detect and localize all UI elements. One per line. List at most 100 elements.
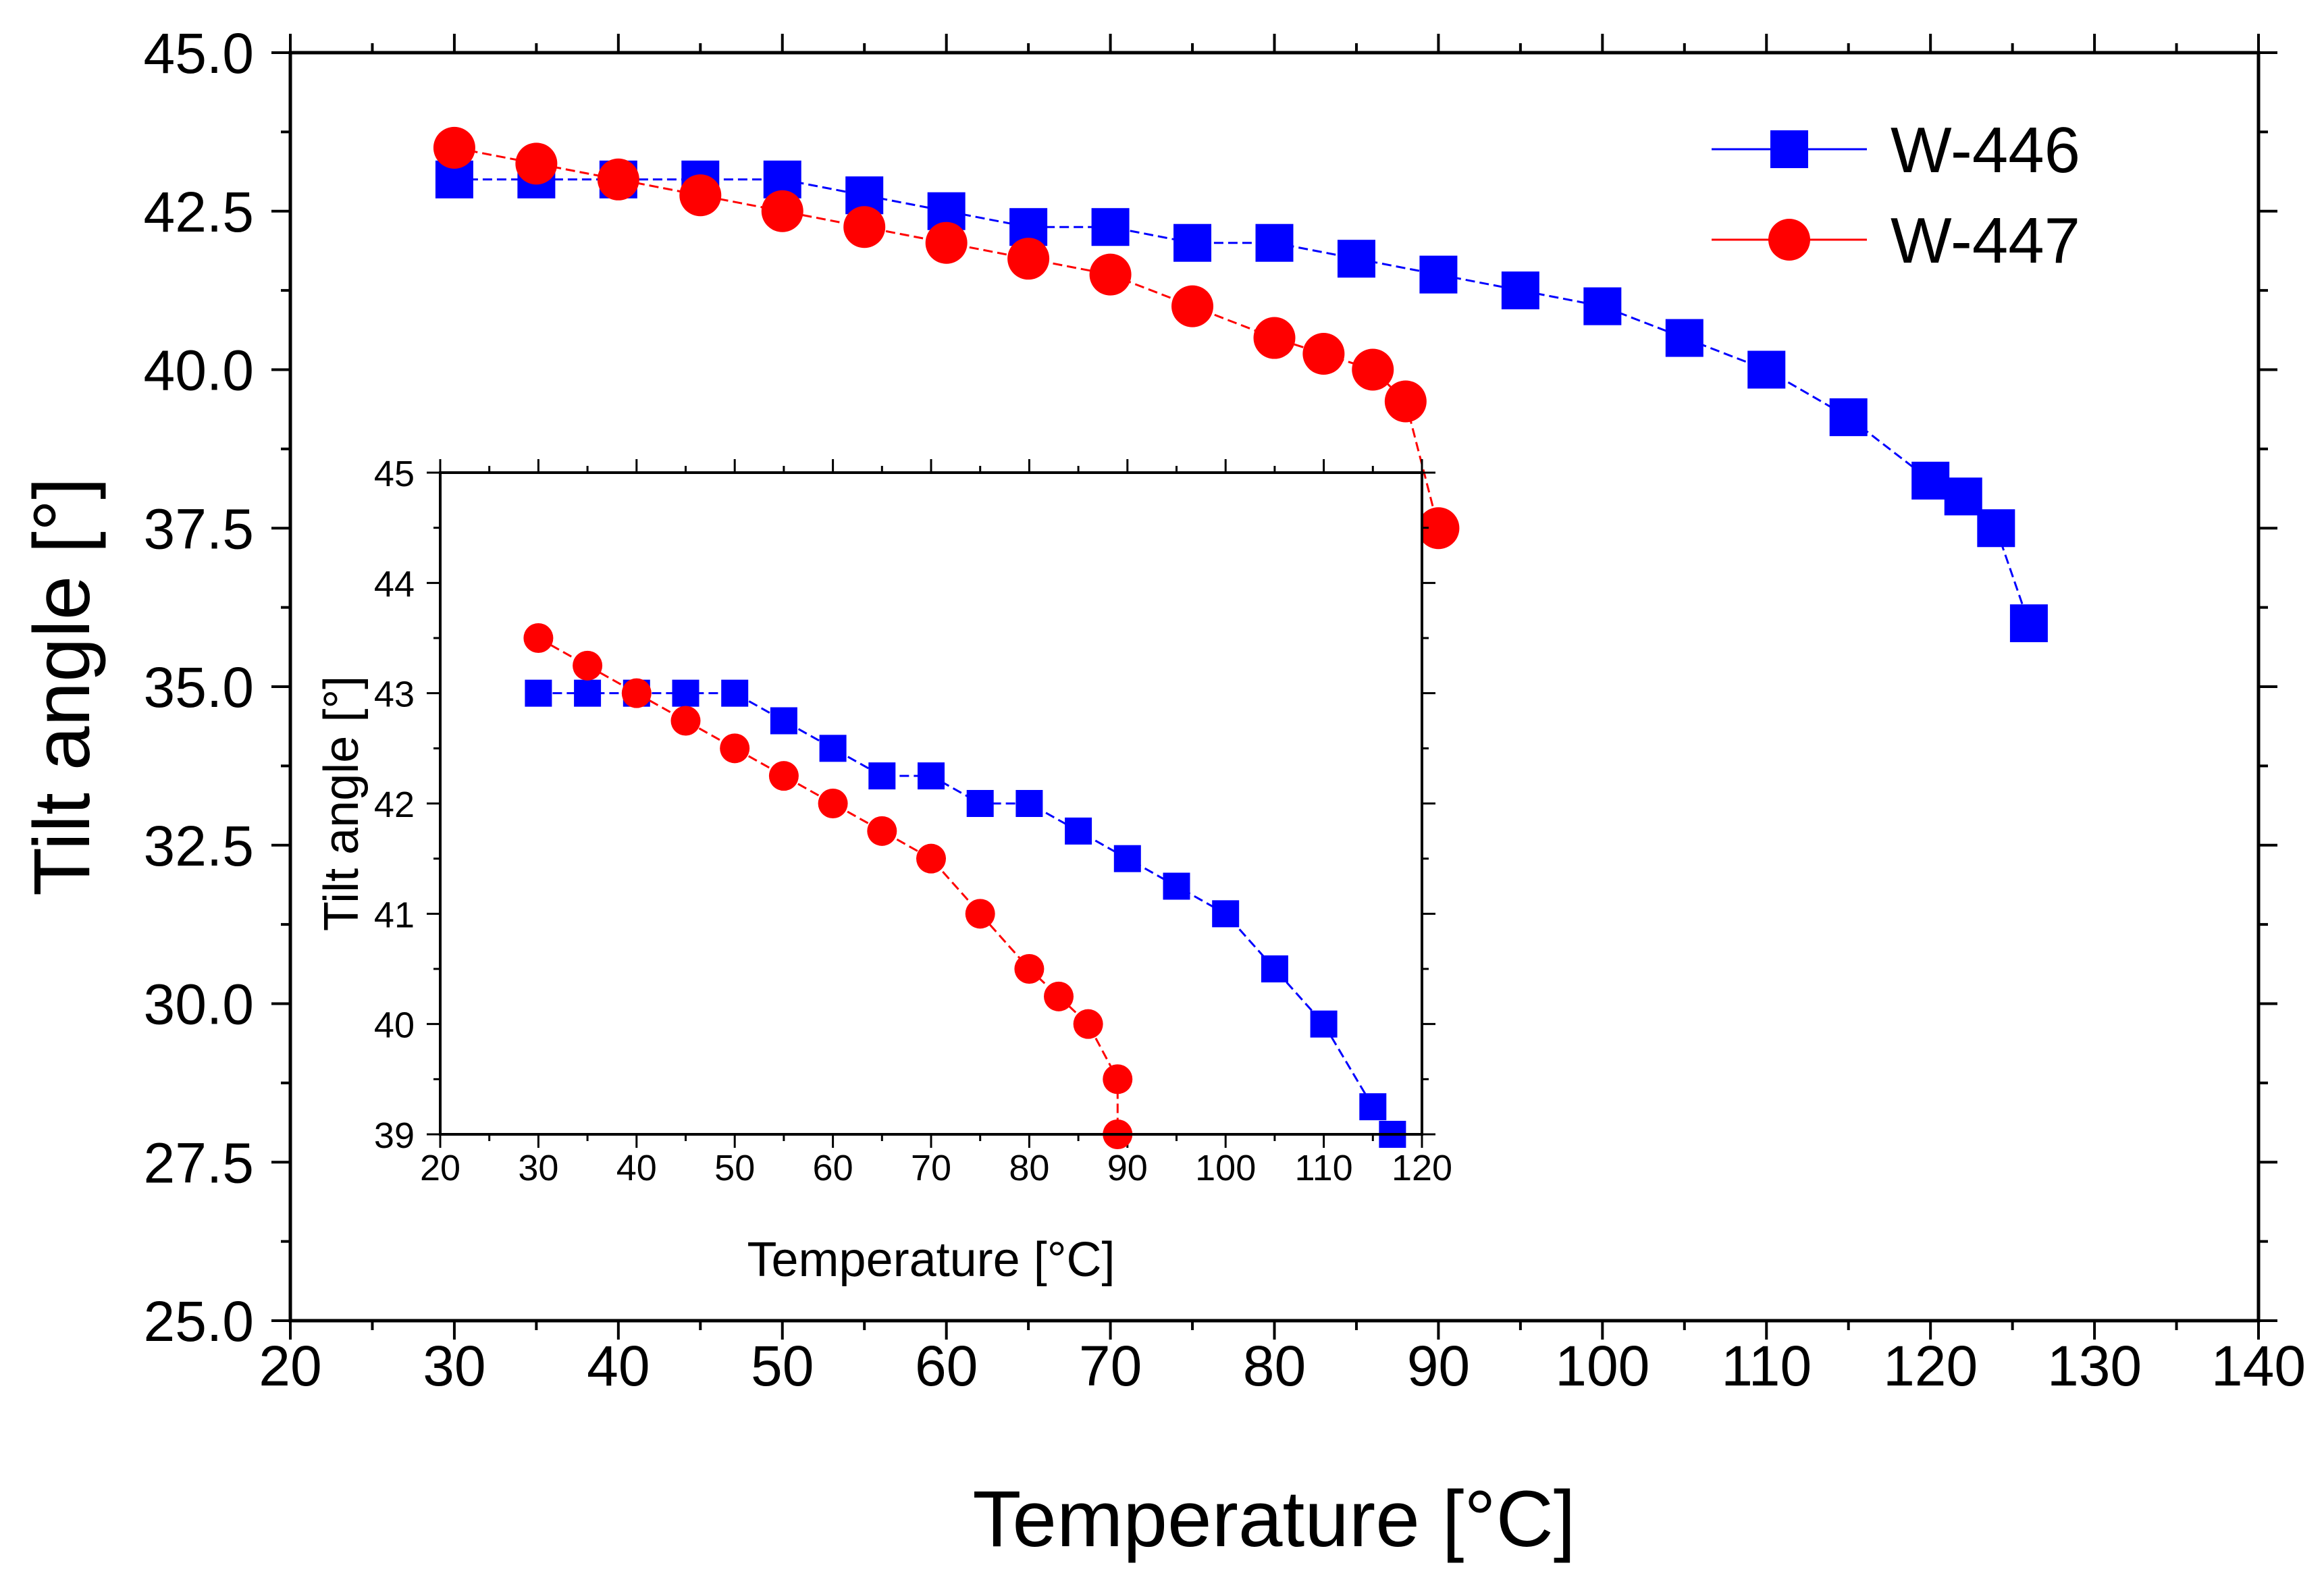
inset-point-w447 xyxy=(1103,1064,1133,1094)
inset-y-tick-label: 40 xyxy=(374,1005,415,1046)
main-point-w447 xyxy=(1352,348,1394,391)
main-point-w447 xyxy=(1089,253,1132,296)
main-x-tick-label: 90 xyxy=(1407,1334,1470,1398)
main-point-w447 xyxy=(1171,285,1214,327)
main-point-w447 xyxy=(1417,507,1460,550)
main-y-tick-label: 35.0 xyxy=(144,656,255,719)
legend-label-w446: W-446 xyxy=(1891,114,2080,186)
inset-x-tick-label: 80 xyxy=(1009,1148,1049,1188)
main-x-tick-label: 140 xyxy=(2211,1334,2306,1398)
main-point-w446 xyxy=(1911,461,1950,500)
main-series xyxy=(433,126,2048,643)
inset-point-w446 xyxy=(721,679,749,707)
main-point-w446 xyxy=(1173,223,1212,262)
inset-x-tick-label: 20 xyxy=(420,1148,460,1188)
inset-point-w446 xyxy=(1212,900,1240,928)
inset-x-tick-label: 100 xyxy=(1195,1148,1256,1188)
inset-series-line-w447 xyxy=(537,637,1119,1134)
inset-point-w447 xyxy=(1014,954,1045,984)
main-point-w447 xyxy=(843,206,886,248)
main-chart: 20 30 40 50 60 70 80 90 100 110 120 130 140 25.0 27.5 3… xyxy=(18,22,2306,1564)
legend-marker-w447 xyxy=(1768,219,1810,261)
main-x-tick-label: 110 xyxy=(1721,1334,1812,1398)
inset-point-w446 xyxy=(574,679,602,707)
inset-point-w446 xyxy=(770,707,797,735)
main-x-tick-label: 80 xyxy=(1243,1334,1306,1398)
main-point-w446 xyxy=(1419,255,1458,294)
inset-x-tick-label: 70 xyxy=(911,1148,951,1188)
main-x-axis-label: Temperature [°C] xyxy=(972,1475,1575,1564)
inset-point-w446 xyxy=(1359,1093,1387,1121)
main-y-tick-label: 27.5 xyxy=(144,1131,255,1194)
inset-x-axis-label: Temperature [°C] xyxy=(747,1233,1115,1287)
inset-y-tick-label: 42 xyxy=(374,785,415,825)
main-x-tick-label: 50 xyxy=(751,1334,814,1398)
main-x-tick-label: 60 xyxy=(915,1334,978,1398)
main-y-tick-label: 45.0 xyxy=(144,22,255,85)
inset-point-w447 xyxy=(1044,981,1074,1011)
main-point-w446 xyxy=(1501,271,1539,310)
main-y-tick-label: 32.5 xyxy=(144,814,255,878)
main-point-w447 xyxy=(515,142,558,185)
main-x-tick-label: 20 xyxy=(259,1334,321,1398)
inset-x-tick-label: 30 xyxy=(518,1148,558,1188)
inset-plot-frame xyxy=(439,471,1423,1136)
inset-x-tick-label: 60 xyxy=(813,1148,853,1188)
main-point-w447 xyxy=(1302,333,1345,375)
inset-x-tick-label: 40 xyxy=(616,1148,657,1188)
main-y-tick-label: 40.0 xyxy=(144,339,255,402)
inset-point-w446 xyxy=(1015,790,1043,817)
inset-x-tick-label: 110 xyxy=(1295,1148,1353,1188)
main-point-w446 xyxy=(1829,398,1868,436)
inset-y-tick-label: 44 xyxy=(374,564,415,604)
inset-point-w446 xyxy=(1310,1010,1338,1038)
inset-point-w446 xyxy=(966,790,994,817)
inset-point-w447 xyxy=(523,623,554,653)
main-tick-labels: 20 30 40 50 60 70 80 90 100 110 120 130 140 25.0 27.5 3… xyxy=(144,22,2306,1398)
main-point-w447 xyxy=(1253,317,1296,359)
inset-point-w446 xyxy=(1163,872,1190,900)
inset-x-tick-label: 120 xyxy=(1392,1148,1452,1188)
main-point-w446 xyxy=(1665,319,1704,357)
inset-point-w447 xyxy=(867,816,897,846)
inset-point-w446 xyxy=(918,762,945,790)
inset-y-tick-label: 41 xyxy=(374,895,415,935)
main-point-w446 xyxy=(1977,509,2015,548)
main-point-w447 xyxy=(761,190,803,232)
main-x-tick-label: 130 xyxy=(2047,1334,2142,1398)
main-point-w447 xyxy=(925,221,968,264)
inset-tick-labels: 20 30 40 50 60 70 80 90 100 110 120 39 40 41 42 43 44 45 xyxy=(374,454,1452,1188)
legend: W-446 W-447 xyxy=(1712,114,2080,277)
main-point-w446 xyxy=(2009,604,2048,643)
main-series-line-w446 xyxy=(454,178,2030,624)
main-point-w446 xyxy=(1091,208,1130,246)
inset-background xyxy=(440,473,1422,1134)
main-x-tick-label: 30 xyxy=(423,1334,485,1398)
main-plot-frame xyxy=(288,51,2261,1323)
main-point-w447 xyxy=(679,174,722,217)
inset-x-tick-label: 90 xyxy=(1107,1148,1148,1188)
inset-point-w446 xyxy=(1261,955,1288,982)
main-y-tick-label: 42.5 xyxy=(144,180,255,244)
inset-point-w446 xyxy=(672,679,699,707)
main-x-tick-label: 70 xyxy=(1079,1334,1142,1398)
inset-x-tick-label: 50 xyxy=(714,1148,755,1188)
inset-point-w447 xyxy=(720,733,750,764)
main-point-w446 xyxy=(1337,240,1375,278)
inset-point-w447 xyxy=(621,678,652,708)
inset-point-w447 xyxy=(1073,1009,1103,1039)
inset-point-w447 xyxy=(670,706,701,736)
inset-point-w446 xyxy=(868,762,896,790)
inset-point-w447 xyxy=(916,843,946,874)
inset-point-w446 xyxy=(1113,845,1141,872)
main-point-w446 xyxy=(1944,477,1982,516)
main-y-tick-label: 37.5 xyxy=(144,497,255,560)
main-point-w446 xyxy=(1583,287,1622,325)
inset-y-tick-label: 43 xyxy=(374,675,415,715)
main-point-w447 xyxy=(433,126,475,169)
inset-chart: 20 30 40 50 60 70 80 90 100 110 12039404142434445 … xyxy=(315,454,1452,1287)
main-point-w447 xyxy=(597,158,639,201)
inset-point-w447 xyxy=(818,789,848,818)
main-point-w447 xyxy=(1007,238,1050,280)
